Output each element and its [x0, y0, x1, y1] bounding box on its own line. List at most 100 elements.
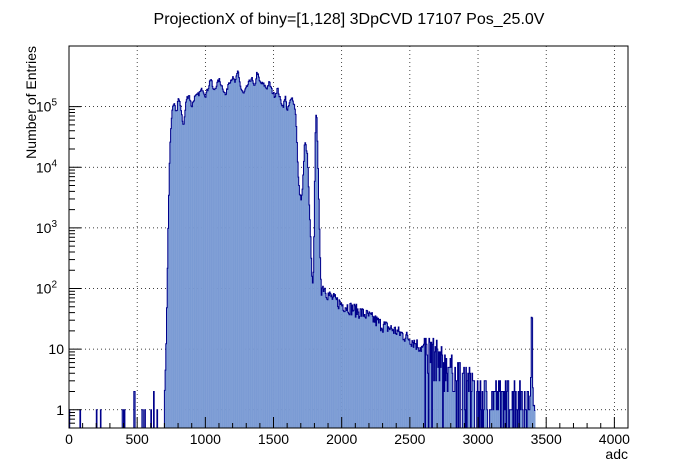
histogram-bin — [238, 77, 240, 428]
histogram-bin — [419, 350, 421, 428]
histogram-bin — [433, 338, 434, 428]
histogram-bin — [250, 81, 252, 429]
histogram-bin — [437, 367, 439, 428]
histogram-bin — [295, 114, 297, 428]
histogram-bin — [426, 344, 428, 428]
histogram-bin — [234, 82, 236, 428]
histogram-bin — [467, 373, 469, 428]
histogram-bin — [167, 228, 169, 428]
histogram-bin — [236, 75, 237, 429]
histogram-bin — [452, 373, 454, 428]
histogram-bin — [418, 347, 419, 428]
histogram-bin — [353, 310, 355, 428]
histogram-bin — [277, 88, 279, 429]
histogram-bin — [225, 94, 226, 429]
histogram-bin — [279, 96, 281, 429]
histogram-bin — [359, 316, 361, 428]
histogram-bin — [189, 100, 191, 429]
histogram-bin — [367, 313, 369, 428]
histogram-bin — [302, 175, 304, 428]
histogram-bin — [338, 308, 340, 428]
histogram-bin — [266, 88, 268, 429]
histogram-bin — [423, 344, 425, 428]
histogram-bin — [525, 409, 526, 428]
histogram-bin — [298, 177, 299, 428]
histogram-bin — [180, 105, 181, 428]
histogram-bin — [202, 90, 204, 428]
histogram-bin — [263, 82, 265, 428]
histogram-bin — [233, 79, 235, 429]
y-tick-label: 105 — [36, 98, 58, 115]
histogram-bin — [261, 82, 263, 429]
histogram-bin — [287, 106, 289, 428]
histogram-bin — [283, 101, 285, 429]
histogram-bin — [416, 339, 418, 428]
histogram-bin — [309, 219, 311, 428]
histogram-bin — [313, 272, 314, 428]
histogram-bin — [259, 80, 261, 428]
histogram-bin — [343, 311, 345, 428]
histogram-bin — [239, 81, 241, 429]
histogram-bin — [291, 97, 293, 428]
histogram-bin — [283, 107, 284, 428]
histogram-bin — [180, 110, 182, 428]
histogram-bin — [178, 99, 180, 428]
histogram-bin — [344, 311, 346, 428]
histogram-bin — [258, 77, 260, 428]
histogram-bin — [203, 94, 205, 428]
histogram-bin — [317, 168, 319, 428]
histogram-bin — [182, 121, 184, 428]
histogram-bin — [347, 304, 349, 428]
histogram-bin — [382, 332, 384, 428]
histogram-bin — [172, 106, 174, 429]
histogram-bin — [360, 309, 362, 428]
histogram-bin — [176, 110, 178, 429]
histogram-bin — [400, 332, 402, 428]
histogram-bin — [411, 340, 413, 428]
histogram-bin — [246, 85, 248, 428]
histogram-bin — [260, 82, 262, 428]
histogram-bin — [273, 92, 275, 428]
histogram-bin — [501, 391, 503, 428]
histogram-bin — [301, 195, 303, 428]
histogram-bin — [275, 93, 277, 428]
histogram-bin — [497, 409, 499, 428]
histogram-bin — [422, 345, 424, 428]
histogram-bin — [441, 346, 443, 428]
x-tick-label: 2500 — [394, 431, 425, 447]
histogram-bin — [286, 109, 288, 428]
histogram-bin — [411, 346, 413, 428]
histogram-bin — [322, 286, 324, 428]
y-axis: 1 10 102 103 104 105 — [36, 98, 81, 429]
histogram-bin — [171, 110, 173, 428]
histogram-bin — [362, 309, 364, 428]
histogram-bin — [534, 410, 536, 428]
histogram-bin — [399, 335, 401, 428]
histogram-bin — [383, 324, 385, 428]
histogram-bin — [415, 343, 417, 428]
histogram-bin — [422, 347, 424, 428]
histogram-bin — [438, 351, 440, 428]
histogram-bin — [200, 89, 202, 428]
histogram-bin — [435, 346, 436, 428]
histogram-bin — [407, 335, 409, 428]
histogram-bin — [484, 380, 486, 428]
histogram-bin — [231, 79, 233, 429]
histogram-bin — [363, 316, 365, 428]
histogram-bin — [384, 324, 386, 428]
histogram-bin — [445, 358, 447, 428]
histogram-bin — [306, 150, 308, 429]
histogram-bin — [395, 333, 397, 428]
histogram-bin — [220, 84, 222, 428]
histogram-bin — [308, 204, 310, 428]
histogram-bin — [292, 100, 294, 429]
histogram-bin — [311, 276, 313, 428]
x-tick-label: 1000 — [190, 431, 221, 447]
histogram-bin — [400, 332, 402, 428]
histogram-bin — [182, 124, 184, 429]
histogram-bin — [165, 370, 167, 428]
histogram-bin — [418, 351, 420, 428]
histogram-bin — [168, 195, 170, 428]
histogram-bin — [327, 299, 329, 428]
histogram-bin — [520, 409, 522, 428]
